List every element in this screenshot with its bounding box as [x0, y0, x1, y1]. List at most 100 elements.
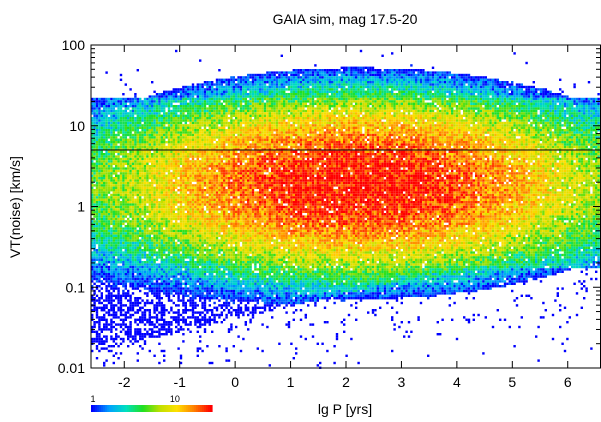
heatmap-cell	[141, 285, 144, 288]
heatmap-cell	[146, 258, 149, 261]
heatmap-cell	[129, 136, 132, 139]
heatmap-cell	[179, 249, 183, 252]
heatmap-cell	[206, 229, 209, 233]
heatmap-cell	[184, 117, 187, 120]
heatmap-cell	[167, 174, 171, 177]
heatmap-cell	[91, 184, 94, 187]
heatmap-cell	[179, 155, 183, 158]
heatmap-cell	[134, 268, 137, 271]
heatmap-cell	[127, 225, 130, 228]
heatmap-cell	[117, 282, 120, 285]
heatmap-cell	[208, 126, 211, 129]
heatmap-cell	[148, 261, 151, 264]
heatmap-cell	[103, 246, 106, 249]
heatmap-cell	[91, 181, 94, 185]
heatmap-cell	[172, 121, 175, 125]
heatmap-cell	[177, 347, 180, 350]
heatmap-cell	[117, 181, 120, 185]
heatmap-cell	[179, 172, 183, 175]
heatmap-cell	[211, 114, 214, 117]
heatmap-cell	[182, 249, 185, 252]
heatmap-cell	[136, 119, 139, 122]
heatmap-cell	[95, 335, 99, 338]
heatmap-cell	[119, 181, 123, 185]
heatmap-cell	[158, 277, 161, 281]
heatmap-cell	[179, 196, 183, 199]
heatmap-cell	[160, 210, 163, 213]
heatmap-cell	[172, 114, 175, 117]
heatmap-cell	[189, 85, 192, 89]
heatmap-cell	[100, 100, 103, 103]
heatmap-cell	[136, 253, 139, 257]
heatmap-cell	[194, 90, 197, 93]
heatmap-cell	[182, 220, 185, 223]
heatmap-cell	[100, 258, 103, 261]
heatmap-cell	[131, 275, 135, 278]
heatmap-cell	[124, 148, 127, 151]
heatmap-cell	[131, 237, 135, 240]
heatmap-cell	[127, 275, 130, 278]
heatmap-cell	[100, 196, 103, 199]
heatmap-cell	[129, 277, 132, 281]
heatmap-cell	[91, 261, 94, 264]
heatmap-cell	[115, 145, 118, 149]
heatmap-cell	[117, 141, 120, 144]
heatmap-cell	[98, 184, 101, 187]
heatmap-cell	[179, 203, 183, 206]
heatmap-cell	[115, 172, 118, 175]
heatmap-cell	[167, 237, 171, 240]
heatmap-cell	[103, 167, 106, 170]
heatmap-cell	[199, 285, 202, 288]
heatmap-cell	[117, 174, 120, 177]
heatmap-cell	[182, 261, 185, 264]
heatmap-cell	[155, 287, 159, 290]
heatmap-cell	[172, 105, 175, 108]
heatmap-cell	[203, 126, 207, 129]
heatmap-cell	[211, 241, 214, 245]
heatmap-cell	[100, 131, 103, 134]
heatmap-cell	[213, 196, 216, 199]
heatmap-cell	[93, 325, 96, 329]
heatmap-cell	[141, 119, 144, 122]
heatmap-cell	[115, 282, 118, 285]
heatmap-cell	[93, 251, 96, 254]
heatmap-cell	[100, 210, 103, 213]
heatmap-cell	[191, 150, 195, 153]
heatmap-cell	[203, 155, 207, 158]
heatmap-cell	[203, 289, 207, 293]
heatmap-cell	[93, 256, 96, 259]
heatmap-cell	[131, 201, 135, 204]
heatmap-cell	[167, 129, 171, 132]
heatmap-cell	[158, 169, 161, 173]
heatmap-cell	[139, 102, 142, 105]
heatmap-cell	[131, 162, 135, 165]
heatmap-cell	[151, 136, 154, 139]
heatmap-cell	[184, 323, 187, 326]
heatmap-cell	[177, 165, 180, 168]
heatmap-cell	[151, 198, 154, 201]
heatmap-cell	[177, 234, 180, 237]
heatmap-cell	[119, 114, 123, 117]
heatmap-cell	[151, 107, 154, 110]
heatmap-cell	[127, 196, 130, 199]
heatmap-cell	[105, 133, 108, 137]
heatmap-cell	[211, 81, 214, 84]
heatmap-cell	[124, 285, 127, 288]
heatmap-cell	[105, 167, 108, 170]
heatmap-cell	[175, 208, 178, 211]
heatmap-cell	[215, 93, 219, 96]
heatmap-cell	[182, 275, 185, 278]
heatmap-cell	[98, 174, 101, 177]
heatmap-cell	[175, 157, 178, 161]
heatmap-cell	[139, 210, 142, 213]
heatmap-cell	[196, 95, 199, 98]
heatmap-cell	[141, 165, 144, 168]
heatmap-cell	[177, 244, 180, 247]
heatmap-cell	[158, 148, 161, 151]
heatmap-cell	[129, 174, 132, 177]
heatmap-cell	[148, 335, 151, 338]
heatmap-cell	[107, 150, 111, 153]
heatmap-cell	[146, 138, 149, 141]
heatmap-cell	[189, 184, 192, 187]
heatmap-cell	[153, 287, 156, 290]
